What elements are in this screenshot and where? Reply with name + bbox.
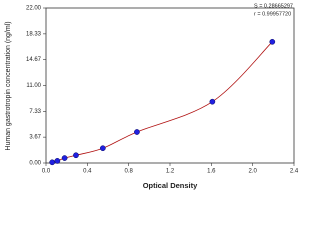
point bbox=[269, 38, 276, 45]
y-tick-label: 14.67 bbox=[26, 57, 42, 63]
y-tick-label: 7.33 bbox=[29, 109, 41, 115]
point bbox=[209, 98, 216, 105]
y-axis-label: Human gastrotropin concentration (ng/ml) bbox=[5, 21, 12, 150]
point bbox=[73, 152, 79, 159]
point bbox=[61, 155, 68, 161]
y-tick-label: 0.00 bbox=[29, 161, 41, 167]
annotation: S = 0.28665297 bbox=[254, 3, 293, 9]
x-tick-label: 1.2 bbox=[166, 169, 175, 175]
x-tick-label: 2.4 bbox=[290, 169, 299, 175]
point bbox=[49, 159, 56, 166]
point bbox=[54, 158, 61, 164]
point bbox=[134, 129, 140, 135]
chart: Human gastrotropin concentration (ng/ml)… bbox=[5, 3, 299, 190]
y-tick-label: 22.00 bbox=[26, 6, 42, 12]
x-tick-label: 2.0 bbox=[248, 169, 257, 175]
x-axis-label: Optical Density bbox=[143, 181, 198, 190]
annotation: r = 0.99957720 bbox=[254, 11, 291, 17]
y-tick-label: 3.67 bbox=[29, 135, 41, 141]
y-tick-label: 11.00 bbox=[26, 83, 41, 89]
x-tick-label: 0.0 bbox=[42, 169, 51, 175]
point bbox=[99, 145, 106, 152]
y-tick-label: 18.33 bbox=[26, 31, 42, 37]
x-tick-label: 0.4 bbox=[83, 169, 92, 175]
x-tick-label: 0.8 bbox=[124, 169, 133, 175]
plot-area bbox=[45, 7, 295, 164]
x-tick-label: 1.6 bbox=[207, 169, 216, 175]
